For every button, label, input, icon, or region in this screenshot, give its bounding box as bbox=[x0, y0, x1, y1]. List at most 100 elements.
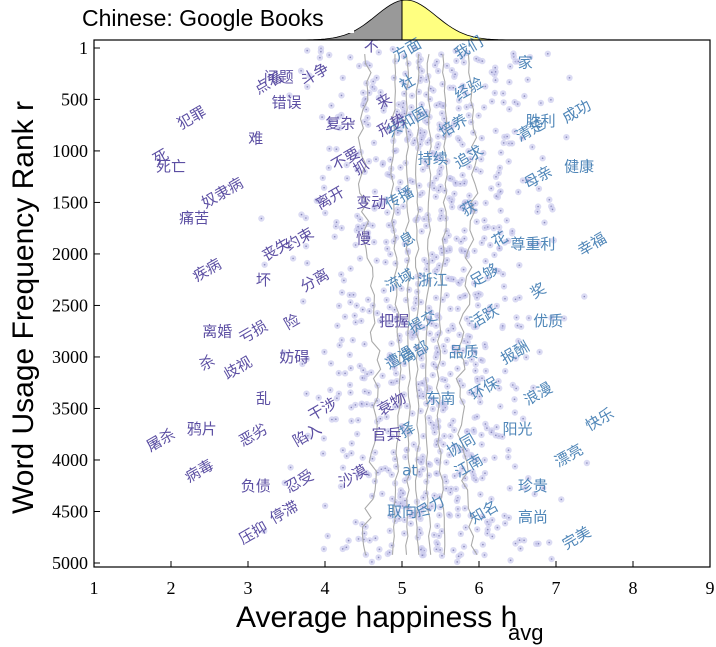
background-dot-core bbox=[348, 294, 351, 296]
background-dot-core bbox=[436, 525, 439, 527]
background-dot-core bbox=[420, 76, 422, 79]
background-dot-core bbox=[446, 339, 449, 341]
background-dot-core bbox=[427, 463, 430, 465]
background-dot-core bbox=[503, 285, 505, 288]
background-dot-core bbox=[413, 139, 416, 141]
background-dot-core bbox=[453, 192, 456, 195]
background-dot-core bbox=[448, 454, 451, 456]
background-dot-core bbox=[432, 374, 434, 376]
background-dot-core bbox=[481, 377, 483, 380]
background-dot-core bbox=[435, 324, 437, 327]
background-dot-core bbox=[460, 240, 462, 243]
background-dot-core bbox=[449, 491, 452, 494]
background-dot-core bbox=[484, 472, 486, 475]
background-dot-core bbox=[457, 281, 460, 284]
background-dot-core bbox=[461, 467, 464, 470]
word-label: 奖 bbox=[527, 279, 549, 302]
background-dot-core bbox=[382, 109, 385, 112]
background-dot-core bbox=[416, 291, 419, 293]
title-background bbox=[78, 2, 354, 33]
background-dot-core bbox=[370, 371, 373, 374]
word-label: 复杂 bbox=[325, 114, 355, 132]
background-dot-core bbox=[335, 221, 338, 223]
background-dot-core bbox=[516, 103, 519, 105]
background-dot-core bbox=[509, 65, 512, 68]
word-label: 胜利 bbox=[526, 112, 556, 130]
background-dot-core bbox=[502, 92, 504, 95]
background-dot-core bbox=[408, 288, 410, 291]
background-dot-core bbox=[352, 294, 355, 296]
background-dot-core bbox=[392, 221, 395, 223]
background-dot-core bbox=[449, 177, 451, 180]
y-tick-label: 1 bbox=[79, 38, 88, 58]
background-dot-core bbox=[428, 417, 430, 419]
background-dot-core bbox=[404, 243, 406, 245]
background-dot-core bbox=[399, 181, 402, 183]
background-dot-core bbox=[514, 542, 517, 545]
background-dot-core bbox=[435, 195, 437, 198]
background-dot-core bbox=[302, 300, 305, 303]
word-label: 成功 bbox=[559, 96, 594, 127]
background-dot-core bbox=[446, 65, 448, 67]
background-dot-core bbox=[542, 487, 544, 489]
background-dot-core bbox=[436, 334, 439, 336]
background-dot-core bbox=[283, 482, 286, 484]
background-dot-core bbox=[397, 132, 399, 134]
background-dot-core bbox=[472, 131, 475, 134]
percentile-line bbox=[424, 53, 432, 555]
background-dot-core bbox=[490, 431, 493, 434]
background-dot-core bbox=[439, 506, 441, 508]
background-dot-core bbox=[344, 315, 346, 318]
background-dot-core bbox=[565, 136, 568, 138]
word-label: 停滞 bbox=[267, 497, 302, 528]
background-dot-core bbox=[399, 166, 402, 169]
background-dot-core bbox=[483, 219, 486, 222]
background-dot-core bbox=[322, 452, 324, 455]
word-label: at bbox=[402, 461, 417, 479]
background-dot-core bbox=[586, 462, 588, 464]
background-dot-core bbox=[491, 535, 494, 538]
background-dot-core bbox=[402, 205, 405, 208]
y-tick-label: 4500 bbox=[52, 501, 88, 521]
background-dot-core bbox=[430, 311, 432, 314]
background-dot-core bbox=[439, 217, 442, 220]
background-dot-core bbox=[547, 53, 549, 55]
background-dot-core bbox=[466, 341, 469, 344]
background-dot-core bbox=[384, 467, 387, 470]
background-dot-core bbox=[326, 535, 329, 537]
background-dot-core bbox=[540, 102, 542, 104]
background-dot-core bbox=[522, 179, 524, 182]
background-dot-core bbox=[419, 274, 421, 277]
background-dot-core bbox=[371, 495, 373, 497]
background-dot-core bbox=[374, 190, 376, 193]
background-dot-core bbox=[328, 167, 330, 169]
background-dot-core bbox=[447, 234, 450, 237]
background-dot-core bbox=[468, 114, 470, 117]
background-dot-core bbox=[445, 487, 448, 490]
background-dot-core bbox=[401, 505, 404, 507]
word-label: 亏损 bbox=[236, 317, 271, 348]
background-dot-core bbox=[396, 380, 398, 382]
background-dot-core bbox=[443, 136, 446, 138]
background-dot-core bbox=[362, 369, 365, 372]
word-label: 病毒 bbox=[182, 456, 217, 487]
word-label: 知名 bbox=[467, 497, 502, 528]
background-dot-core bbox=[356, 168, 359, 171]
background-dot-core bbox=[440, 209, 443, 212]
background-dot-core bbox=[496, 305, 498, 307]
background-dot-core bbox=[436, 351, 439, 353]
background-dot-core bbox=[341, 339, 343, 341]
background-dot-core bbox=[469, 158, 472, 160]
background-dot-core bbox=[532, 386, 535, 389]
background-dot-core bbox=[472, 429, 475, 431]
background-dot-core bbox=[464, 507, 466, 510]
background-dot-core bbox=[492, 227, 495, 229]
background-dot-core bbox=[448, 133, 450, 136]
background-dot-core bbox=[444, 350, 446, 353]
background-dot-core bbox=[435, 104, 438, 107]
background-dot-core bbox=[476, 528, 479, 531]
x-tick-label: 9 bbox=[706, 578, 715, 598]
background-dot-core bbox=[458, 334, 461, 336]
background-dot-core bbox=[420, 461, 422, 463]
background-dot-core bbox=[500, 151, 502, 154]
